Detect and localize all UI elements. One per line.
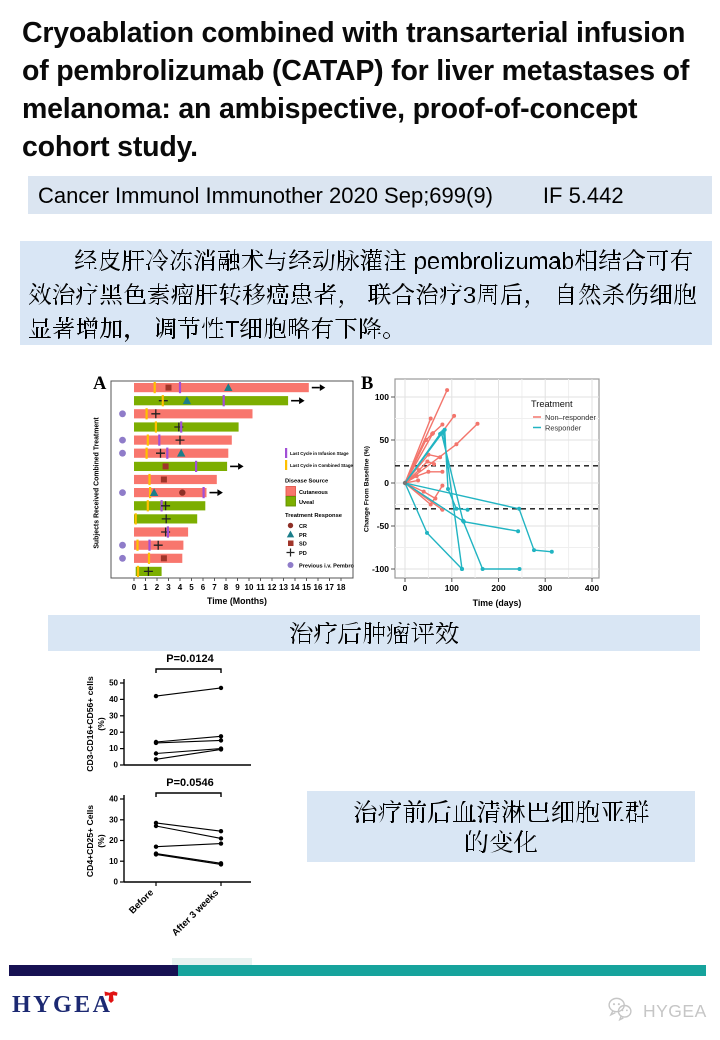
svg-text:Responder: Responder [545,424,582,433]
svg-text:9: 9 [235,583,240,592]
svg-text:Treatment: Treatment [531,399,573,409]
svg-text:100: 100 [445,583,459,593]
svg-text:Cutaneous: Cutaneous [299,490,328,496]
svg-text:10: 10 [109,857,118,866]
svg-text:300: 300 [538,583,552,593]
svg-text:30: 30 [109,711,118,720]
svg-text:14: 14 [291,583,300,592]
svg-text:After 3 weeks: After 3 weeks [170,887,221,938]
svg-text:30: 30 [109,815,118,824]
svg-text:Last Cycle in Combined Stage: Last Cycle in Combined Stage [290,463,354,468]
svg-text:P=0.0546: P=0.0546 [166,777,213,789]
svg-text:Disease Source: Disease Source [285,479,329,485]
svg-text:-100: -100 [372,564,389,574]
svg-text:Time (days): Time (days) [473,598,522,608]
svg-text:P=0.0124: P=0.0124 [166,653,214,665]
svg-text:-50: -50 [377,521,390,531]
svg-text:0: 0 [132,583,137,592]
svg-text:CR: CR [299,524,307,530]
svg-text:0: 0 [403,583,408,593]
svg-text:40: 40 [109,695,118,704]
svg-text:Uveal: Uveal [299,500,314,506]
svg-text:PR: PR [299,533,307,539]
svg-text:15: 15 [302,583,311,592]
svg-text:11: 11 [256,583,265,592]
svg-text:18: 18 [337,583,346,592]
svg-text:Previous i.v. Pembro: Previous i.v. Pembro [299,564,355,570]
svg-text:5: 5 [189,583,194,592]
svg-text:13: 13 [279,583,288,592]
svg-text:6: 6 [201,583,206,592]
svg-text:CD4+CD25+ Cells: CD4+CD25+ Cells [85,805,95,877]
svg-text:Last Cycle in Infusion Stage: Last Cycle in Infusion Stage [290,451,349,456]
svg-text:17: 17 [325,583,334,592]
svg-text:4: 4 [178,583,183,592]
svg-text:(%): (%) [96,834,106,848]
svg-text:1: 1 [143,583,148,592]
svg-text:7: 7 [212,583,217,592]
svg-text:0: 0 [384,478,389,488]
svg-text:A: A [93,374,107,394]
svg-text:CD3-CD16+CD56+ cells: CD3-CD16+CD56+ cells [85,676,95,772]
svg-text:Treatment Response: Treatment Response [285,513,343,519]
svg-text:Before: Before [127,887,156,916]
svg-text:Non–responder: Non–responder [545,413,596,422]
svg-text:8: 8 [224,583,229,592]
svg-text:Change From Baseline (%): Change From Baseline (%) [364,446,371,532]
svg-text:200: 200 [491,583,505,593]
svg-text:16: 16 [314,583,323,592]
svg-text:20: 20 [109,836,118,845]
svg-text:50: 50 [380,435,390,445]
svg-text:40: 40 [109,795,118,804]
svg-text:12: 12 [268,583,277,592]
svg-text:10: 10 [109,744,118,753]
svg-text:PD: PD [299,551,307,557]
svg-text:400: 400 [585,583,599,593]
svg-text:100: 100 [375,392,389,402]
svg-text:SD: SD [299,542,307,548]
svg-text:(%): (%) [96,717,106,731]
svg-text:2: 2 [155,583,160,592]
svg-text:Subjects Received Combined Tre: Subjects Received Combined Treatment [94,417,101,549]
svg-text:50: 50 [109,679,118,688]
svg-text:3: 3 [166,583,171,592]
svg-text:Time (Months): Time (Months) [207,596,267,606]
svg-text:0: 0 [114,878,119,887]
svg-text:10: 10 [245,583,254,592]
svg-text:0: 0 [114,761,119,770]
svg-text:20: 20 [109,728,118,737]
svg-text:B: B [361,374,373,394]
